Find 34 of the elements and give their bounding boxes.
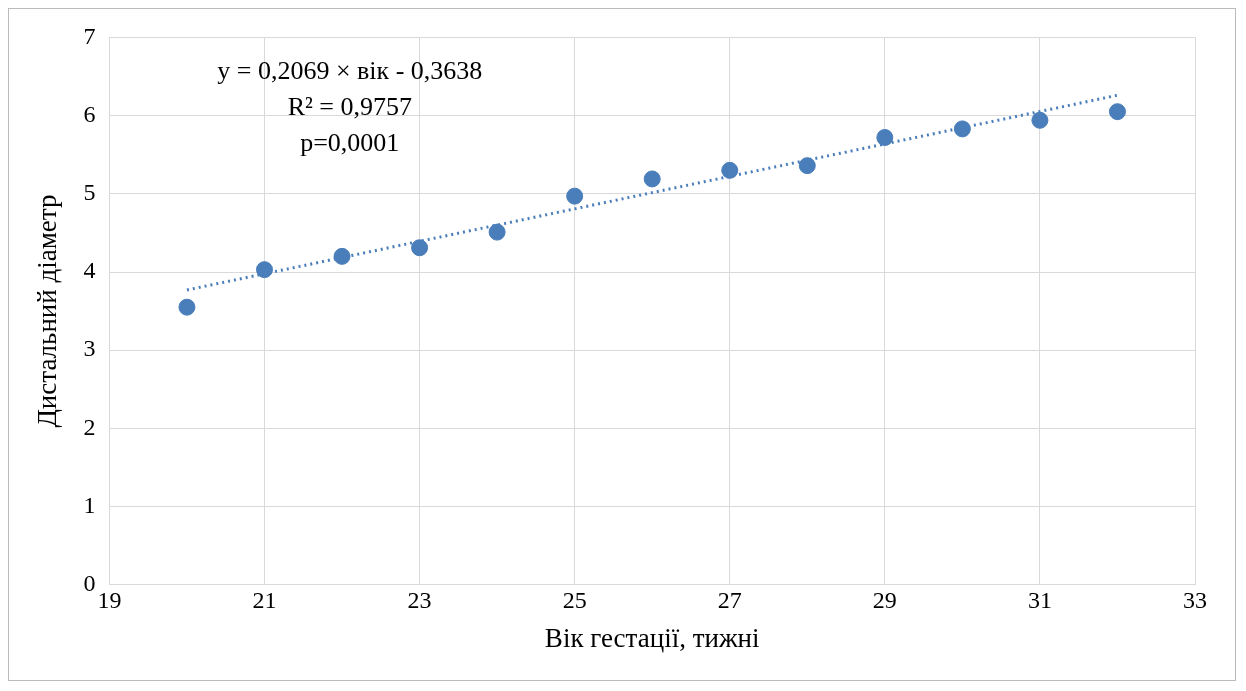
y-tick-label: 2 bbox=[83, 413, 96, 440]
y-tick-label: 4 bbox=[83, 257, 96, 284]
y-tick-label: 5 bbox=[83, 179, 96, 206]
annotation: y = 0,2069 × вік - 0,3638 bbox=[217, 56, 483, 86]
x-tick-label: 27 bbox=[717, 587, 742, 614]
point bbox=[333, 247, 351, 265]
point bbox=[1108, 103, 1126, 121]
x-tick-label: 19 bbox=[97, 587, 122, 614]
y-axis-title: Дистальний діаметр bbox=[32, 194, 63, 428]
point bbox=[798, 157, 816, 175]
y-tick-label: 0 bbox=[83, 570, 96, 597]
point bbox=[178, 298, 196, 316]
x-tick-label: 31 bbox=[1027, 587, 1052, 614]
x-tick-label: 21 bbox=[252, 587, 277, 614]
y-tick-label: 6 bbox=[83, 100, 96, 127]
point bbox=[876, 129, 894, 146]
point bbox=[1031, 111, 1049, 129]
annotation: R² = 0,9757 bbox=[287, 92, 412, 122]
annotation: p=0,0001 bbox=[300, 128, 400, 158]
y-tick-label: 7 bbox=[83, 22, 96, 49]
y-tick-label: 1 bbox=[83, 491, 96, 518]
point bbox=[721, 161, 739, 179]
x-tick-label: 29 bbox=[872, 587, 897, 614]
point bbox=[953, 120, 971, 138]
point bbox=[411, 239, 429, 257]
point bbox=[255, 261, 273, 279]
y-tick-label: 3 bbox=[83, 335, 96, 362]
point bbox=[643, 170, 661, 188]
point bbox=[566, 187, 584, 205]
x-tick-label: 25 bbox=[562, 587, 587, 614]
x-axis-title: Вік гестації, тижні bbox=[544, 622, 760, 653]
x-tick-label: 33 bbox=[1183, 587, 1207, 614]
point bbox=[488, 223, 506, 241]
x-tick-label: 23 bbox=[407, 587, 432, 614]
